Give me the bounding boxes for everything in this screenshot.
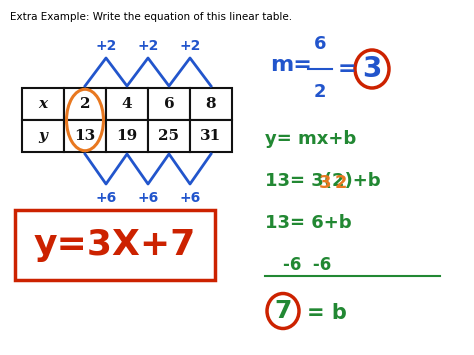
Text: 7: 7 [274, 299, 292, 323]
Bar [106, 88, 148, 120]
Text: 3: 3 [362, 55, 382, 83]
Text: +6: +6 [137, 191, 159, 205]
Text: 2: 2 [80, 97, 90, 111]
Bar [190, 120, 232, 152]
Text: y=3X+7: y=3X+7 [34, 228, 196, 262]
Bar [15, 210, 215, 280]
Text: Extra Example: Write the equation of this linear table.: Extra Example: Write the equation of thi… [10, 12, 292, 22]
Text: x: x [38, 97, 47, 111]
Text: 25: 25 [158, 129, 180, 143]
Bar [148, 88, 190, 120]
Text: 4: 4 [122, 97, 132, 111]
Text: m=: m= [270, 55, 312, 75]
Bar [106, 120, 148, 152]
Text: 19: 19 [117, 129, 137, 143]
Bar [22, 120, 64, 152]
Text: -6  -6: -6 -6 [283, 256, 331, 274]
Text: +2: +2 [179, 39, 201, 53]
Text: +6: +6 [179, 191, 201, 205]
Text: 2: 2 [335, 174, 347, 192]
Text: 13: 13 [74, 129, 96, 143]
Bar [190, 88, 232, 120]
Text: 6: 6 [314, 35, 326, 53]
Text: 31: 31 [201, 129, 222, 143]
Bar [64, 120, 106, 152]
Text: 2: 2 [314, 83, 326, 101]
Text: 13= 6+b: 13= 6+b [265, 214, 352, 232]
Text: = b: = b [307, 303, 347, 323]
Text: +2: +2 [95, 39, 117, 53]
Text: =: = [338, 59, 356, 79]
Bar [22, 88, 64, 120]
Bar [64, 88, 106, 120]
Text: 13= 3(2)+b: 13= 3(2)+b [265, 172, 381, 190]
Bar [148, 120, 190, 152]
Text: +6: +6 [95, 191, 117, 205]
Text: 8: 8 [206, 97, 216, 111]
Text: y= mx+b: y= mx+b [265, 130, 356, 148]
Text: y: y [38, 129, 47, 143]
Text: +2: +2 [137, 39, 159, 53]
Text: 6: 6 [164, 97, 174, 111]
Text: 3: 3 [319, 174, 331, 192]
